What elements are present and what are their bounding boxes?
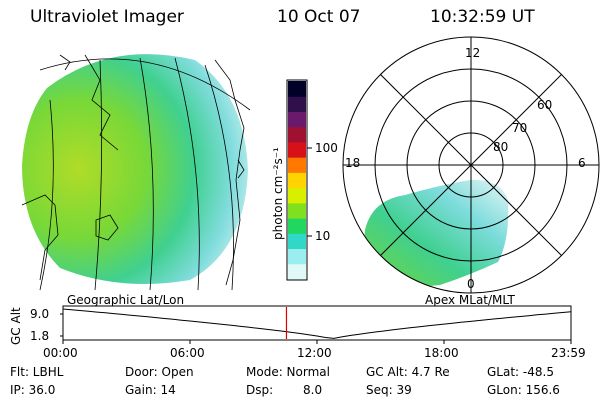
status-mode: Mode: Normal bbox=[246, 365, 330, 379]
status-dsp-label: Dsp: bbox=[246, 383, 274, 397]
colorbar-segment bbox=[288, 233, 306, 250]
mlat-label-80: 80 bbox=[493, 140, 509, 154]
polar-plot bbox=[342, 36, 600, 294]
colorbar-segment bbox=[288, 172, 306, 189]
altitude-ylabel: GC Alt bbox=[9, 307, 23, 345]
polar-emission bbox=[364, 179, 509, 286]
status-glon: GLon: 156.6 bbox=[487, 383, 560, 397]
colorbar-unit-label: photon cm⁻²s⁻¹ bbox=[271, 147, 285, 240]
mlt-label-0: 0 bbox=[467, 277, 475, 291]
colorbar-segment bbox=[288, 111, 306, 128]
colorbar-tick-10: 10 bbox=[315, 229, 331, 243]
colorbar-segment bbox=[288, 96, 306, 112]
colorbar-segment bbox=[288, 187, 306, 204]
xtick-0000: 00:00 bbox=[43, 346, 78, 360]
altitude-curve bbox=[62, 308, 572, 339]
colorbar-segment bbox=[288, 141, 306, 158]
mlt-label-12: 12 bbox=[465, 46, 481, 60]
image-date: 10 Oct 07 bbox=[277, 7, 361, 27]
colorbar-segment bbox=[288, 157, 306, 173]
altitude-plot bbox=[60, 305, 572, 344]
colorbar-segment bbox=[288, 81, 306, 97]
colorbar bbox=[286, 79, 312, 281]
status-dsp-value: 8.0 bbox=[303, 383, 323, 397]
xtick-1800: 18:00 bbox=[424, 346, 459, 360]
colorbar-segment bbox=[288, 218, 306, 234]
mlt-label-6: 6 bbox=[578, 156, 586, 170]
apex-caption: Apex MLat/MLT bbox=[425, 293, 515, 307]
colorbar-segment bbox=[288, 126, 306, 143]
altitude-ytick-high: 9.0 bbox=[30, 307, 50, 321]
image-time: 10:32:59 UT bbox=[430, 7, 535, 27]
colorbar-tick-100: 100 bbox=[315, 141, 338, 155]
status-gc-alt: GC Alt: 4.7 Re bbox=[366, 365, 450, 379]
xtick-0600: 06:00 bbox=[170, 346, 205, 360]
instrument-title: Ultraviolet Imager bbox=[30, 7, 184, 27]
emission-disk bbox=[22, 54, 248, 284]
xtick-1200: 12:00 bbox=[297, 346, 332, 360]
geographic-image bbox=[21, 54, 251, 291]
colorbar-segment bbox=[288, 202, 306, 219]
status-gain: Gain: 14 bbox=[125, 383, 176, 397]
mlat-label-60: 60 bbox=[537, 98, 553, 112]
mlat-label-70: 70 bbox=[512, 121, 528, 135]
geographic-caption: Geographic Lat/Lon bbox=[67, 293, 185, 307]
xtick-2359: 23:59 bbox=[551, 346, 586, 360]
status-seq: Seq: 39 bbox=[366, 383, 412, 397]
altitude-ytick-low: 1.8 bbox=[30, 329, 50, 343]
colorbar-segment bbox=[288, 248, 306, 265]
status-glat: GLat: -48.5 bbox=[487, 365, 554, 379]
mlt-label-18: 18 bbox=[345, 156, 361, 170]
status-filter: Flt: LBHL bbox=[10, 365, 64, 379]
status-ip: IP: 36.0 bbox=[10, 383, 56, 397]
status-door: Door: Open bbox=[125, 365, 194, 379]
colorbar-segment bbox=[288, 263, 306, 280]
